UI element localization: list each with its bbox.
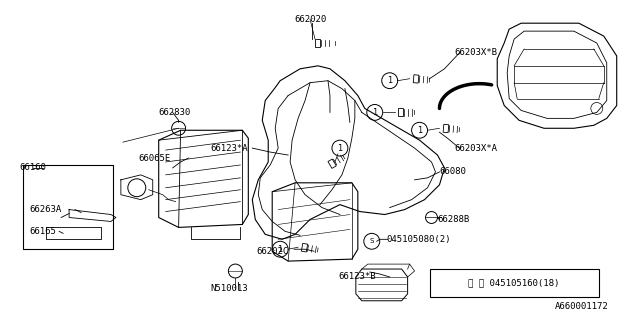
Text: A660001172: A660001172 xyxy=(555,302,609,311)
Text: 66203X*B: 66203X*B xyxy=(454,48,497,57)
Text: 66165: 66165 xyxy=(29,227,56,236)
Text: 1: 1 xyxy=(417,126,422,135)
Text: 662830: 662830 xyxy=(159,108,191,117)
Text: 66263A: 66263A xyxy=(29,205,61,214)
Bar xyxy=(429,269,599,297)
Text: N510013: N510013 xyxy=(211,284,248,293)
Text: ① Ⓢ 045105160(18): ① Ⓢ 045105160(18) xyxy=(468,278,560,287)
Text: S: S xyxy=(369,238,374,244)
Text: 66065E: 66065E xyxy=(139,154,171,163)
Text: 66123*B: 66123*B xyxy=(338,272,376,282)
Text: 045105080(2): 045105080(2) xyxy=(387,235,451,244)
Text: 66202C: 66202C xyxy=(256,247,289,256)
Text: 1: 1 xyxy=(337,144,342,153)
Text: 662020: 662020 xyxy=(294,15,326,24)
Text: 66288B: 66288B xyxy=(438,215,470,224)
Text: 1: 1 xyxy=(387,76,392,85)
Text: 66203X*A: 66203X*A xyxy=(454,144,497,153)
Text: 66080: 66080 xyxy=(440,167,467,176)
Text: 1: 1 xyxy=(278,245,283,254)
Text: 66160: 66160 xyxy=(19,164,46,172)
Text: 1: 1 xyxy=(372,108,378,117)
Text: 66123*A: 66123*A xyxy=(211,144,248,153)
